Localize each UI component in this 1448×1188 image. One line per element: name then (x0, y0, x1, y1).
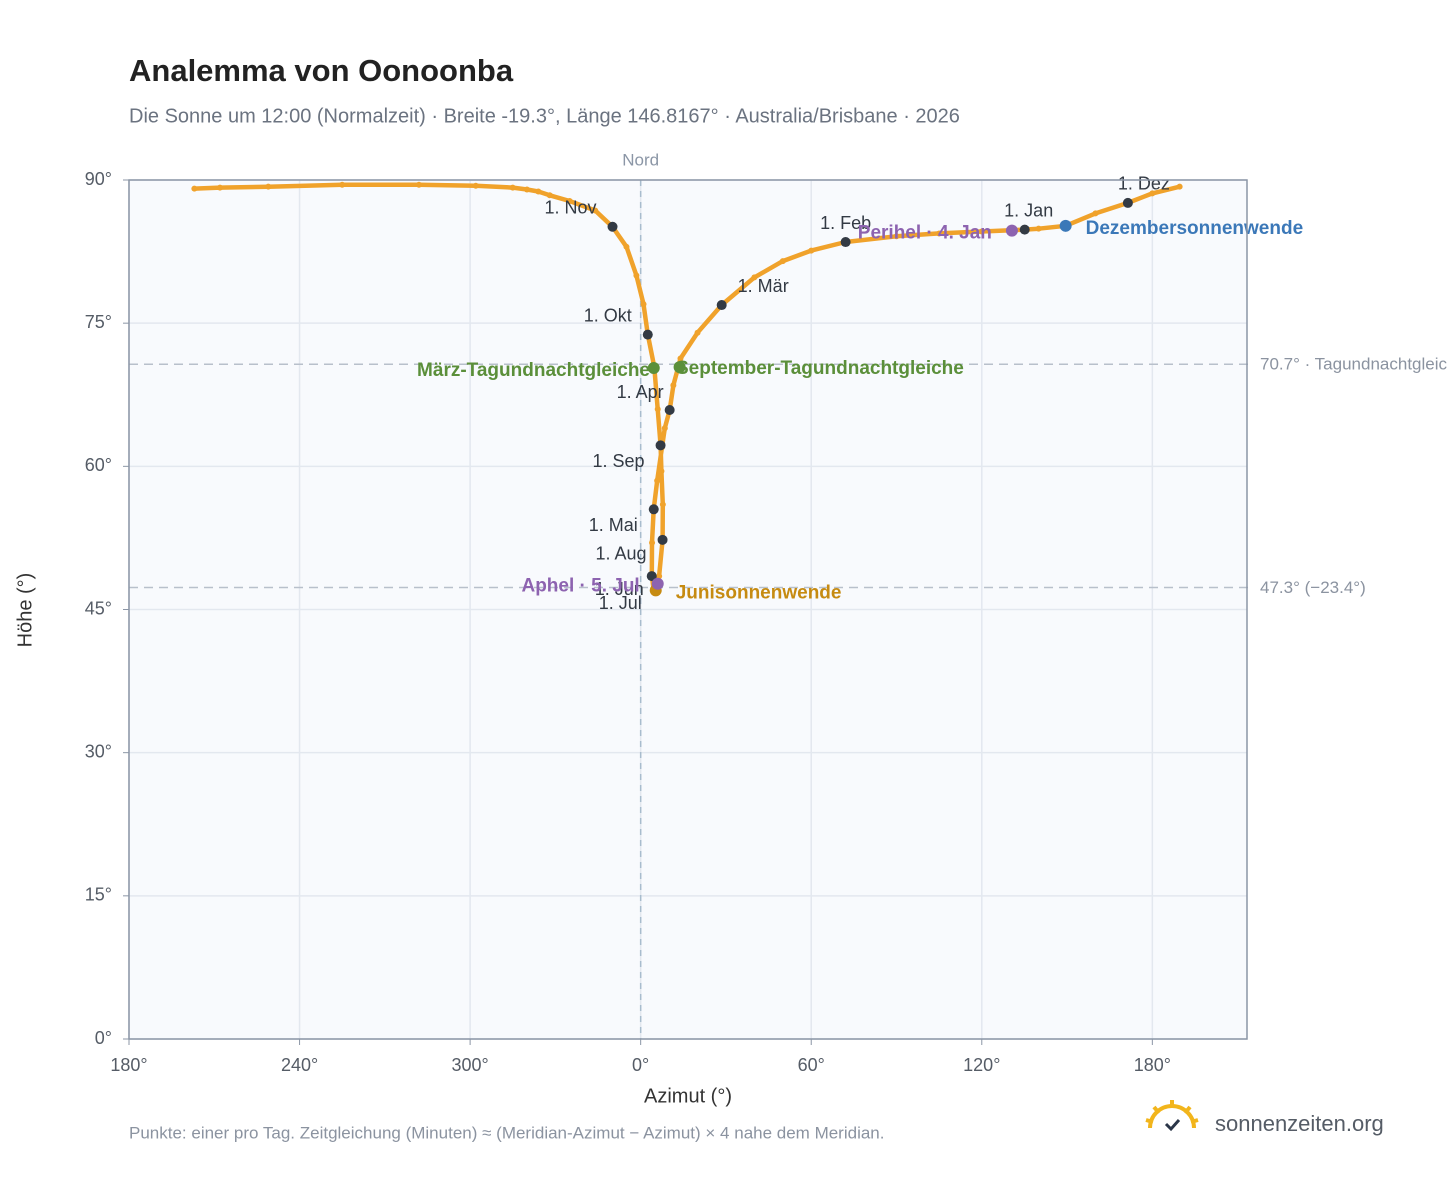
month-marker (664, 405, 675, 416)
day-point (191, 185, 198, 192)
x-axis-label: Azimut (°) (644, 1085, 732, 1107)
month-label: 1. Jan (1004, 200, 1053, 220)
month-label: 1. Mär (738, 276, 789, 296)
day-point (535, 188, 542, 195)
day-point (1149, 190, 1156, 197)
event-marker (1059, 219, 1072, 232)
day-point (523, 186, 530, 193)
month-marker (646, 571, 657, 582)
y-axis-label: Höhe (°) (14, 573, 36, 648)
month-label: 1. Dez (1118, 174, 1170, 194)
y-tick-label: 45° (85, 598, 112, 618)
x-tick-label: 300° (451, 1055, 488, 1075)
month-marker (642, 329, 653, 340)
day-point (339, 181, 346, 188)
day-point (654, 406, 661, 413)
event-marker (651, 577, 664, 590)
month-label: 1. Okt (584, 305, 632, 325)
chart-title: Analemma von Oonoonba (129, 53, 514, 88)
day-point (640, 301, 647, 308)
month-label: 1. Jun (595, 579, 644, 599)
month-label: 1. Nov (544, 198, 596, 218)
y-tick-label: 0° (95, 1028, 112, 1048)
x-tick-label: 240° (281, 1055, 318, 1075)
x-tick-label: 0° (632, 1055, 649, 1075)
y-tick-label: 60° (85, 455, 112, 475)
month-marker (657, 534, 668, 545)
day-point (415, 181, 422, 188)
reference-label: 70.7° · Tagundnachtgleiche (1260, 355, 1448, 374)
y-tick-label: 30° (85, 741, 112, 761)
day-point (472, 182, 479, 189)
brand: sonnenzeiten.org (1215, 1111, 1384, 1136)
event-label: März-Tagundnachtgleiche (417, 360, 650, 381)
day-point (670, 382, 677, 389)
event-label: Perihel · 4. Jan (858, 223, 992, 244)
x-tick-label: 180° (1134, 1055, 1171, 1075)
day-point (654, 477, 661, 484)
day-point (661, 425, 668, 432)
day-point (936, 230, 943, 237)
day-point (694, 329, 701, 336)
day-point (677, 355, 684, 362)
day-point (649, 539, 656, 546)
day-point (978, 228, 985, 235)
month-label: 1. Jul (599, 593, 642, 613)
day-point (656, 573, 663, 580)
month-label: 1. Aug (596, 544, 647, 564)
x-tick-label: 60° (798, 1055, 825, 1075)
day-point (633, 272, 640, 279)
event-marker (647, 362, 660, 375)
event-label: September-Tagundnachtgleiche (676, 358, 964, 379)
meridian-label: Nord (622, 150, 659, 169)
month-label: 1. Mai (589, 515, 638, 535)
day-point (546, 192, 553, 199)
day-point (623, 243, 630, 250)
event-label: Dezembersonnenwende (1086, 218, 1304, 239)
month-marker (1019, 224, 1030, 235)
month-marker (1122, 197, 1133, 208)
day-point (659, 501, 666, 508)
event-marker (673, 361, 686, 374)
month-marker (716, 300, 727, 311)
day-point (893, 233, 900, 240)
x-tick-label: 180° (110, 1055, 147, 1075)
month-marker (655, 440, 666, 451)
day-point (216, 184, 223, 191)
event-label: Aphel · 5. Jul (521, 576, 639, 597)
day-point (808, 247, 815, 254)
month-marker (648, 504, 659, 515)
month-marker (840, 237, 851, 248)
day-point (265, 183, 272, 190)
x-tick-label: 120° (963, 1055, 1000, 1075)
month-label: 1. Feb (820, 213, 871, 233)
day-point (592, 207, 599, 214)
day-point (751, 274, 758, 281)
month-marker (607, 221, 618, 232)
event-label: Junisonnenwende (676, 582, 842, 603)
month-label: 1. Apr (617, 382, 664, 402)
day-point (779, 258, 786, 265)
reference-label: 47.3° (−23.4°) (1260, 578, 1366, 597)
day-point (1092, 210, 1099, 217)
day-point (509, 184, 516, 191)
brand-logo (1145, 1100, 1199, 1132)
day-point (1176, 183, 1183, 190)
y-tick-label: 75° (85, 312, 112, 332)
day-point (566, 197, 573, 204)
event-marker (1005, 224, 1018, 237)
day-point (658, 468, 665, 475)
chart-subtitle: Die Sonne um 12:00 (Normalzeit) · Breite… (129, 105, 960, 127)
day-point (1035, 225, 1042, 232)
footnote: Punkte: einer pro Tag. Zeitgleichung (Mi… (129, 1123, 885, 1142)
y-tick-label: 15° (85, 885, 112, 905)
y-tick-label: 90° (85, 169, 112, 189)
month-label: 1. Sep (593, 451, 645, 471)
